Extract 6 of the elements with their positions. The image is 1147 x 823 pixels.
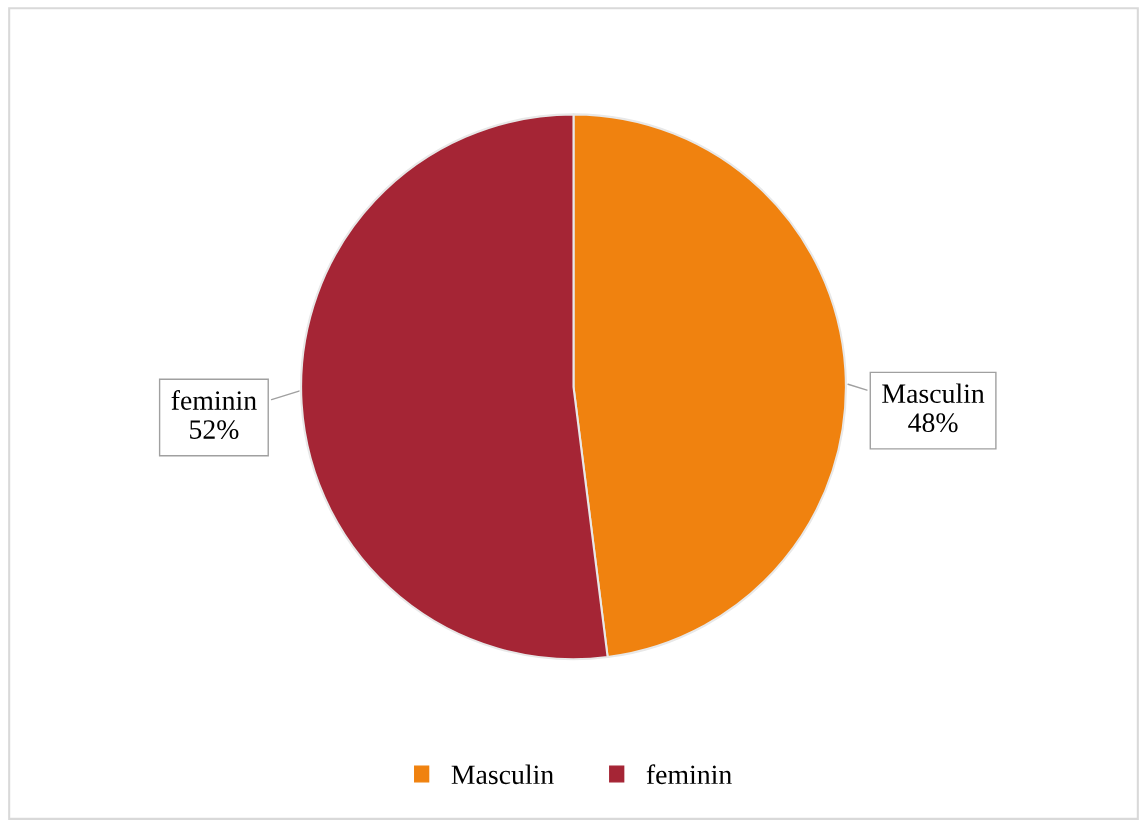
- data-label: 52%: [190, 420, 239, 440]
- legend-label: Masculin: [451, 764, 554, 785]
- slice-label: feminin: [171, 390, 257, 410]
- data-label: 48%: [908, 413, 958, 433]
- legend-label: feminin: [646, 764, 732, 785]
- slice-label: Masculin: [882, 383, 985, 404]
